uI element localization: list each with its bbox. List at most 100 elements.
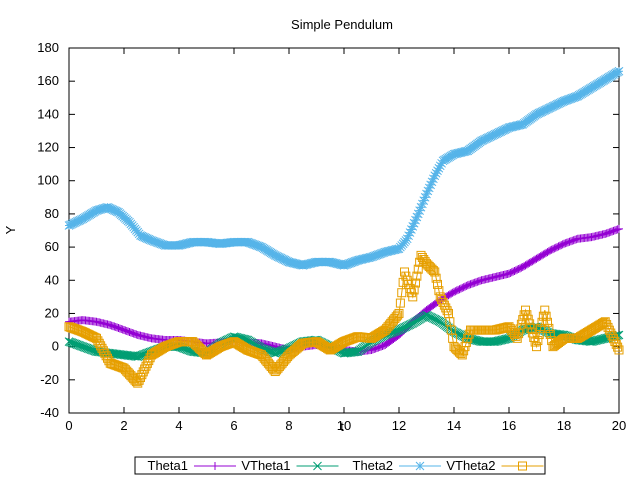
data-point xyxy=(496,127,506,136)
data-point xyxy=(533,109,543,119)
data-point xyxy=(532,342,541,352)
data-point xyxy=(526,323,536,333)
data-point xyxy=(71,217,81,227)
data-point xyxy=(544,104,554,113)
data-point xyxy=(554,99,563,109)
data-point xyxy=(137,231,147,241)
data-point xyxy=(429,174,438,184)
data-point xyxy=(111,206,121,216)
data-point xyxy=(404,321,413,330)
y-tick-label: 40 xyxy=(45,272,59,287)
data-point xyxy=(405,228,415,237)
x-tick-label: 14 xyxy=(447,418,461,433)
y-tick-label: -20 xyxy=(40,372,59,387)
data-point xyxy=(401,322,411,332)
data-point xyxy=(68,219,78,228)
data-point xyxy=(419,196,429,205)
x-tick-label: 10 xyxy=(337,418,351,433)
y-tick-label: 180 xyxy=(37,40,59,55)
data-point xyxy=(396,325,405,334)
data-point xyxy=(408,292,418,302)
y-tick-label: 20 xyxy=(45,305,59,320)
data-point xyxy=(409,218,419,228)
data-point xyxy=(430,314,440,324)
data-point xyxy=(525,319,535,329)
legend-label: Theta1 xyxy=(148,458,188,473)
data-point xyxy=(405,320,415,330)
data-point xyxy=(442,306,452,316)
data-point xyxy=(108,205,118,215)
data-point xyxy=(539,106,548,116)
data-point xyxy=(548,102,558,111)
data-point xyxy=(70,218,79,228)
data-point xyxy=(533,336,543,346)
data-point xyxy=(431,315,441,325)
data-point xyxy=(67,219,77,229)
x-tick-label: 20 xyxy=(612,418,626,433)
data-point xyxy=(427,264,437,274)
data-point xyxy=(422,310,431,320)
y-tick-label: 120 xyxy=(37,140,59,155)
data-point xyxy=(423,186,433,196)
data-point xyxy=(427,313,437,323)
data-point xyxy=(112,207,122,216)
data-point xyxy=(484,133,493,142)
data-point xyxy=(503,123,512,133)
data-point xyxy=(418,199,427,209)
data-point xyxy=(313,461,322,471)
data-point xyxy=(77,215,86,224)
data-point xyxy=(543,104,552,114)
data-point xyxy=(431,273,441,283)
data-point xyxy=(521,305,530,315)
data-point xyxy=(433,316,442,325)
data-point xyxy=(486,131,496,141)
data-point xyxy=(478,135,488,145)
series-vtheta2 xyxy=(64,250,624,388)
y-tick-label: 100 xyxy=(37,173,59,188)
data-point xyxy=(103,202,112,212)
data-point xyxy=(527,328,537,338)
data-point xyxy=(398,323,408,333)
data-point xyxy=(558,97,567,107)
x-tick-label: 2 xyxy=(120,418,127,433)
data-point xyxy=(556,98,566,107)
data-point xyxy=(493,128,503,138)
data-point xyxy=(404,231,413,241)
data-point xyxy=(105,204,115,213)
data-point xyxy=(611,339,621,349)
data-point xyxy=(522,310,532,320)
data-point xyxy=(141,233,151,243)
data-point xyxy=(424,183,434,193)
data-point xyxy=(352,347,361,357)
data-point xyxy=(426,312,435,322)
data-point xyxy=(276,253,286,263)
data-point xyxy=(138,232,148,242)
axis-ticks: 0 2 4 6 8 10 12 14 16 18 20 -40 -20 0 20 40 60 80 100 120 14… xyxy=(37,40,626,433)
data-point xyxy=(415,206,424,215)
data-point xyxy=(270,251,280,260)
data-point xyxy=(429,314,438,323)
legend: Theta1 VTheta1 Theta2 VTheta2 xyxy=(134,456,546,475)
data-point xyxy=(413,264,423,274)
data-point xyxy=(415,461,425,471)
data-point xyxy=(275,253,284,262)
data-point xyxy=(431,168,441,178)
data-point xyxy=(277,254,287,264)
data-point xyxy=(430,171,440,181)
data-point xyxy=(492,129,501,138)
data-point xyxy=(523,314,533,324)
series-theta2 xyxy=(64,66,624,270)
data-point xyxy=(477,136,486,146)
data-point xyxy=(550,101,559,111)
data-point xyxy=(279,255,288,264)
data-point xyxy=(543,317,552,327)
data-point xyxy=(544,323,554,333)
x-tick-label: 8 xyxy=(285,418,292,433)
y-tick-label: 0 xyxy=(52,339,59,354)
legend-box xyxy=(134,456,546,475)
data-point xyxy=(211,462,219,470)
series-layer xyxy=(64,66,624,388)
data-point xyxy=(408,221,418,231)
data-point xyxy=(136,231,145,240)
data-point xyxy=(411,215,420,225)
